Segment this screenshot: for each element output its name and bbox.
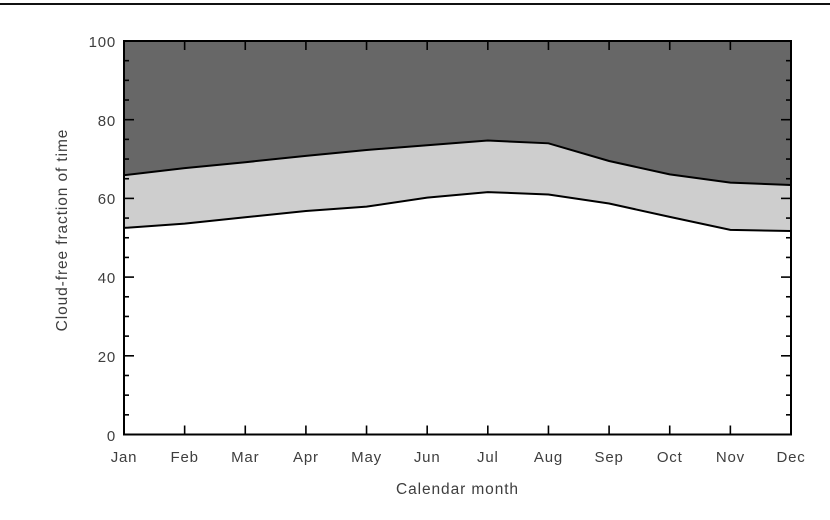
x-tick-label-feb: Feb <box>170 449 199 466</box>
y-tick-label-60: 60 <box>97 191 116 209</box>
y-tick-label-100: 100 <box>88 34 116 51</box>
y-tick-label-40: 40 <box>97 270 116 288</box>
white-clear-region <box>124 192 791 435</box>
x-tick-label-jun: Jun <box>413 449 441 466</box>
x-tick-label-oct: Oct <box>656 449 683 466</box>
x-tick-label-sep: Sep <box>594 449 624 466</box>
y-tick-label-0: 0 <box>106 427 116 445</box>
lower-curve-line <box>123 191 792 233</box>
x-axis-title: Calendar month <box>396 480 519 498</box>
y-tick-label-20: 20 <box>97 348 116 366</box>
x-tick-label-may: May <box>351 449 382 466</box>
x-tick-label-mar: Mar <box>231 449 260 466</box>
x-tick-label-aug: Aug <box>533 449 563 466</box>
y-axis-title: Cloud-free fraction of time <box>54 128 71 332</box>
top-rule <box>0 3 830 5</box>
x-tick-label-jan: Jan <box>110 449 138 466</box>
x-tick-label-dec: Dec <box>776 449 806 466</box>
x-tick-label-nov: Nov <box>715 449 745 466</box>
y-tick-label-80: 80 <box>97 112 116 130</box>
x-tick-label-jul: Jul <box>477 449 499 466</box>
upper-curve-line <box>123 139 792 187</box>
x-tick-label-apr: Apr <box>293 449 319 466</box>
